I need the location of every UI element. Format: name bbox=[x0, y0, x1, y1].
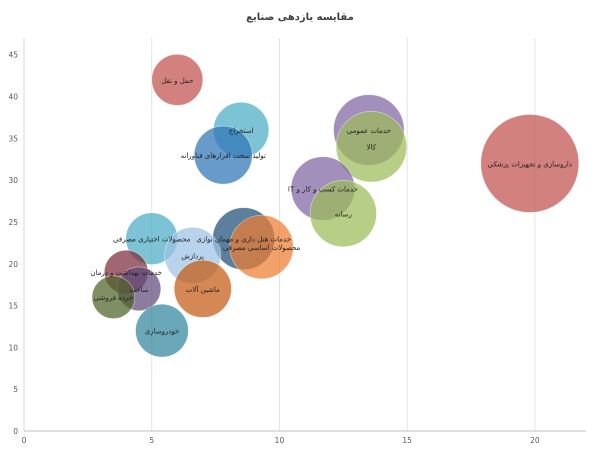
bubble-labels: حمل و نقل استخراج تولید سخت افزارهای فناور… bbox=[90, 77, 572, 336]
y-tick-label: 40 bbox=[8, 93, 18, 102]
y-tick-label: 10 bbox=[8, 343, 18, 352]
bubble-label: استخراج bbox=[229, 127, 254, 135]
bubble bbox=[335, 111, 408, 183]
bubble-label: خودروسازی bbox=[145, 328, 180, 336]
bubble bbox=[193, 125, 253, 185]
bubble-label: حمل و نقل bbox=[161, 77, 193, 85]
bubble-label: خرده فروشی bbox=[94, 294, 134, 302]
bubble bbox=[91, 275, 136, 319]
axes: 0 5 10 15 20 0 5 10 15 20 25 30 35 40 45 bbox=[8, 38, 586, 445]
y-tick-label: 45 bbox=[8, 51, 18, 60]
y-tick-label: 20 bbox=[8, 260, 18, 269]
y-tick-label: 30 bbox=[8, 176, 18, 185]
bubble bbox=[229, 214, 294, 280]
bubble-label: رسانه bbox=[335, 211, 352, 219]
bubble-label: ساخت bbox=[129, 286, 148, 294]
x-tick-label: 0 bbox=[22, 436, 27, 445]
y-tick-label: 25 bbox=[8, 218, 18, 227]
y-tick-label: 0 bbox=[13, 427, 18, 436]
bubble bbox=[309, 180, 377, 248]
bubble-label: محصولات اختیاری مصرفی bbox=[113, 236, 191, 244]
bubble-label: ماشین آلات bbox=[186, 285, 220, 294]
bubble bbox=[135, 303, 189, 358]
bubble-label: محصولات اساسی مصرفی bbox=[223, 244, 301, 252]
bubble-label: تولید سخت افزارهای فناورانه bbox=[181, 152, 266, 160]
bubble-label: خدمات بهداشت و درمان bbox=[90, 269, 162, 277]
bubble-label: کالا bbox=[367, 144, 377, 152]
bubble bbox=[480, 114, 580, 213]
x-tick-label: 5 bbox=[149, 436, 154, 445]
x-tick-label: 20 bbox=[530, 436, 540, 445]
bubble-label: پردازش bbox=[181, 252, 204, 260]
chart-title: مقایسه یازدهی صنایع bbox=[246, 12, 354, 23]
y-tick-label: 5 bbox=[13, 385, 18, 394]
bubble-label: خدمات کسب و کار و IT bbox=[288, 186, 358, 194]
bubble-label: خدمات هتل داری و مهمان نوازی bbox=[196, 236, 291, 244]
bubbles bbox=[91, 54, 580, 358]
bubble bbox=[151, 54, 204, 106]
y-tick-label: 35 bbox=[8, 134, 18, 143]
bubble-label: خدمات عمومی bbox=[347, 127, 391, 135]
bubble bbox=[173, 259, 232, 318]
x-tick-label: 10 bbox=[275, 436, 285, 445]
x-tick-label: 15 bbox=[402, 436, 412, 445]
y-tick-label: 15 bbox=[8, 302, 18, 311]
bubble-label: داروسازی و تجهیزات پزشکی bbox=[488, 160, 572, 168]
